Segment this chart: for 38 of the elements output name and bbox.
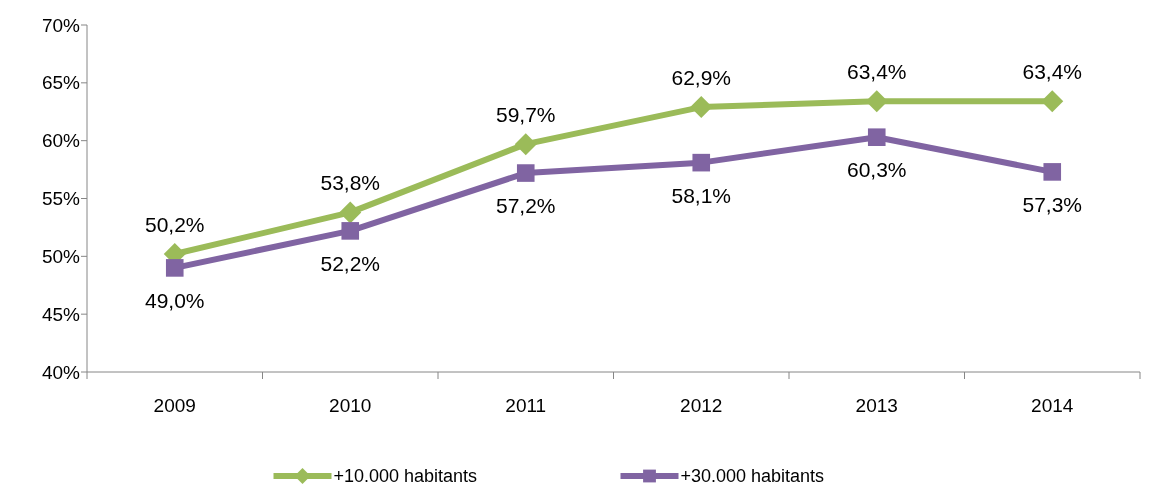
data-label: 63,4% (846, 60, 907, 84)
point (514, 133, 537, 156)
x-tick-label: 2012 (680, 395, 723, 416)
legend-label: +30.000 habitants (680, 466, 825, 487)
data-label: 59,7% (495, 103, 556, 127)
x-tick-label: 2009 (153, 395, 196, 416)
y-tick-label: 55% (41, 188, 81, 210)
point (165, 259, 184, 277)
x-tick-label: 2014 (1031, 395, 1074, 416)
point (865, 90, 888, 113)
y-tick-label: 60% (41, 130, 81, 152)
y-tick-label: 40% (41, 361, 81, 383)
y-tick-label: 70% (41, 14, 81, 36)
point (692, 153, 711, 172)
data-label: 57,2% (495, 194, 556, 218)
point (1041, 90, 1064, 113)
data-label: 58,1% (671, 183, 732, 207)
data-label: 50,2% (144, 213, 205, 237)
y-tick-label: 45% (41, 303, 81, 325)
y-tick-label: 50% (41, 245, 81, 267)
data-label: 63,4% (1022, 60, 1083, 84)
data-label: 57,3% (1022, 192, 1083, 216)
point (867, 128, 886, 146)
x-tick-label: 2010 (329, 395, 372, 416)
x-tick-label: 2011 (505, 395, 547, 416)
point (339, 201, 362, 224)
data-label: 52,2% (320, 251, 381, 275)
point (516, 164, 535, 182)
y-tick-label: 65% (41, 72, 81, 94)
point (690, 96, 713, 119)
data-label: 49,0% (144, 288, 205, 312)
legend-label: +10.000 habitants (333, 466, 478, 487)
x-tick-label: 2013 (855, 395, 898, 416)
point (341, 222, 360, 240)
point (1043, 163, 1062, 181)
data-label: 60,3% (846, 158, 907, 182)
data-label: 53,8% (320, 171, 381, 195)
data-label: 62,9% (671, 66, 732, 90)
